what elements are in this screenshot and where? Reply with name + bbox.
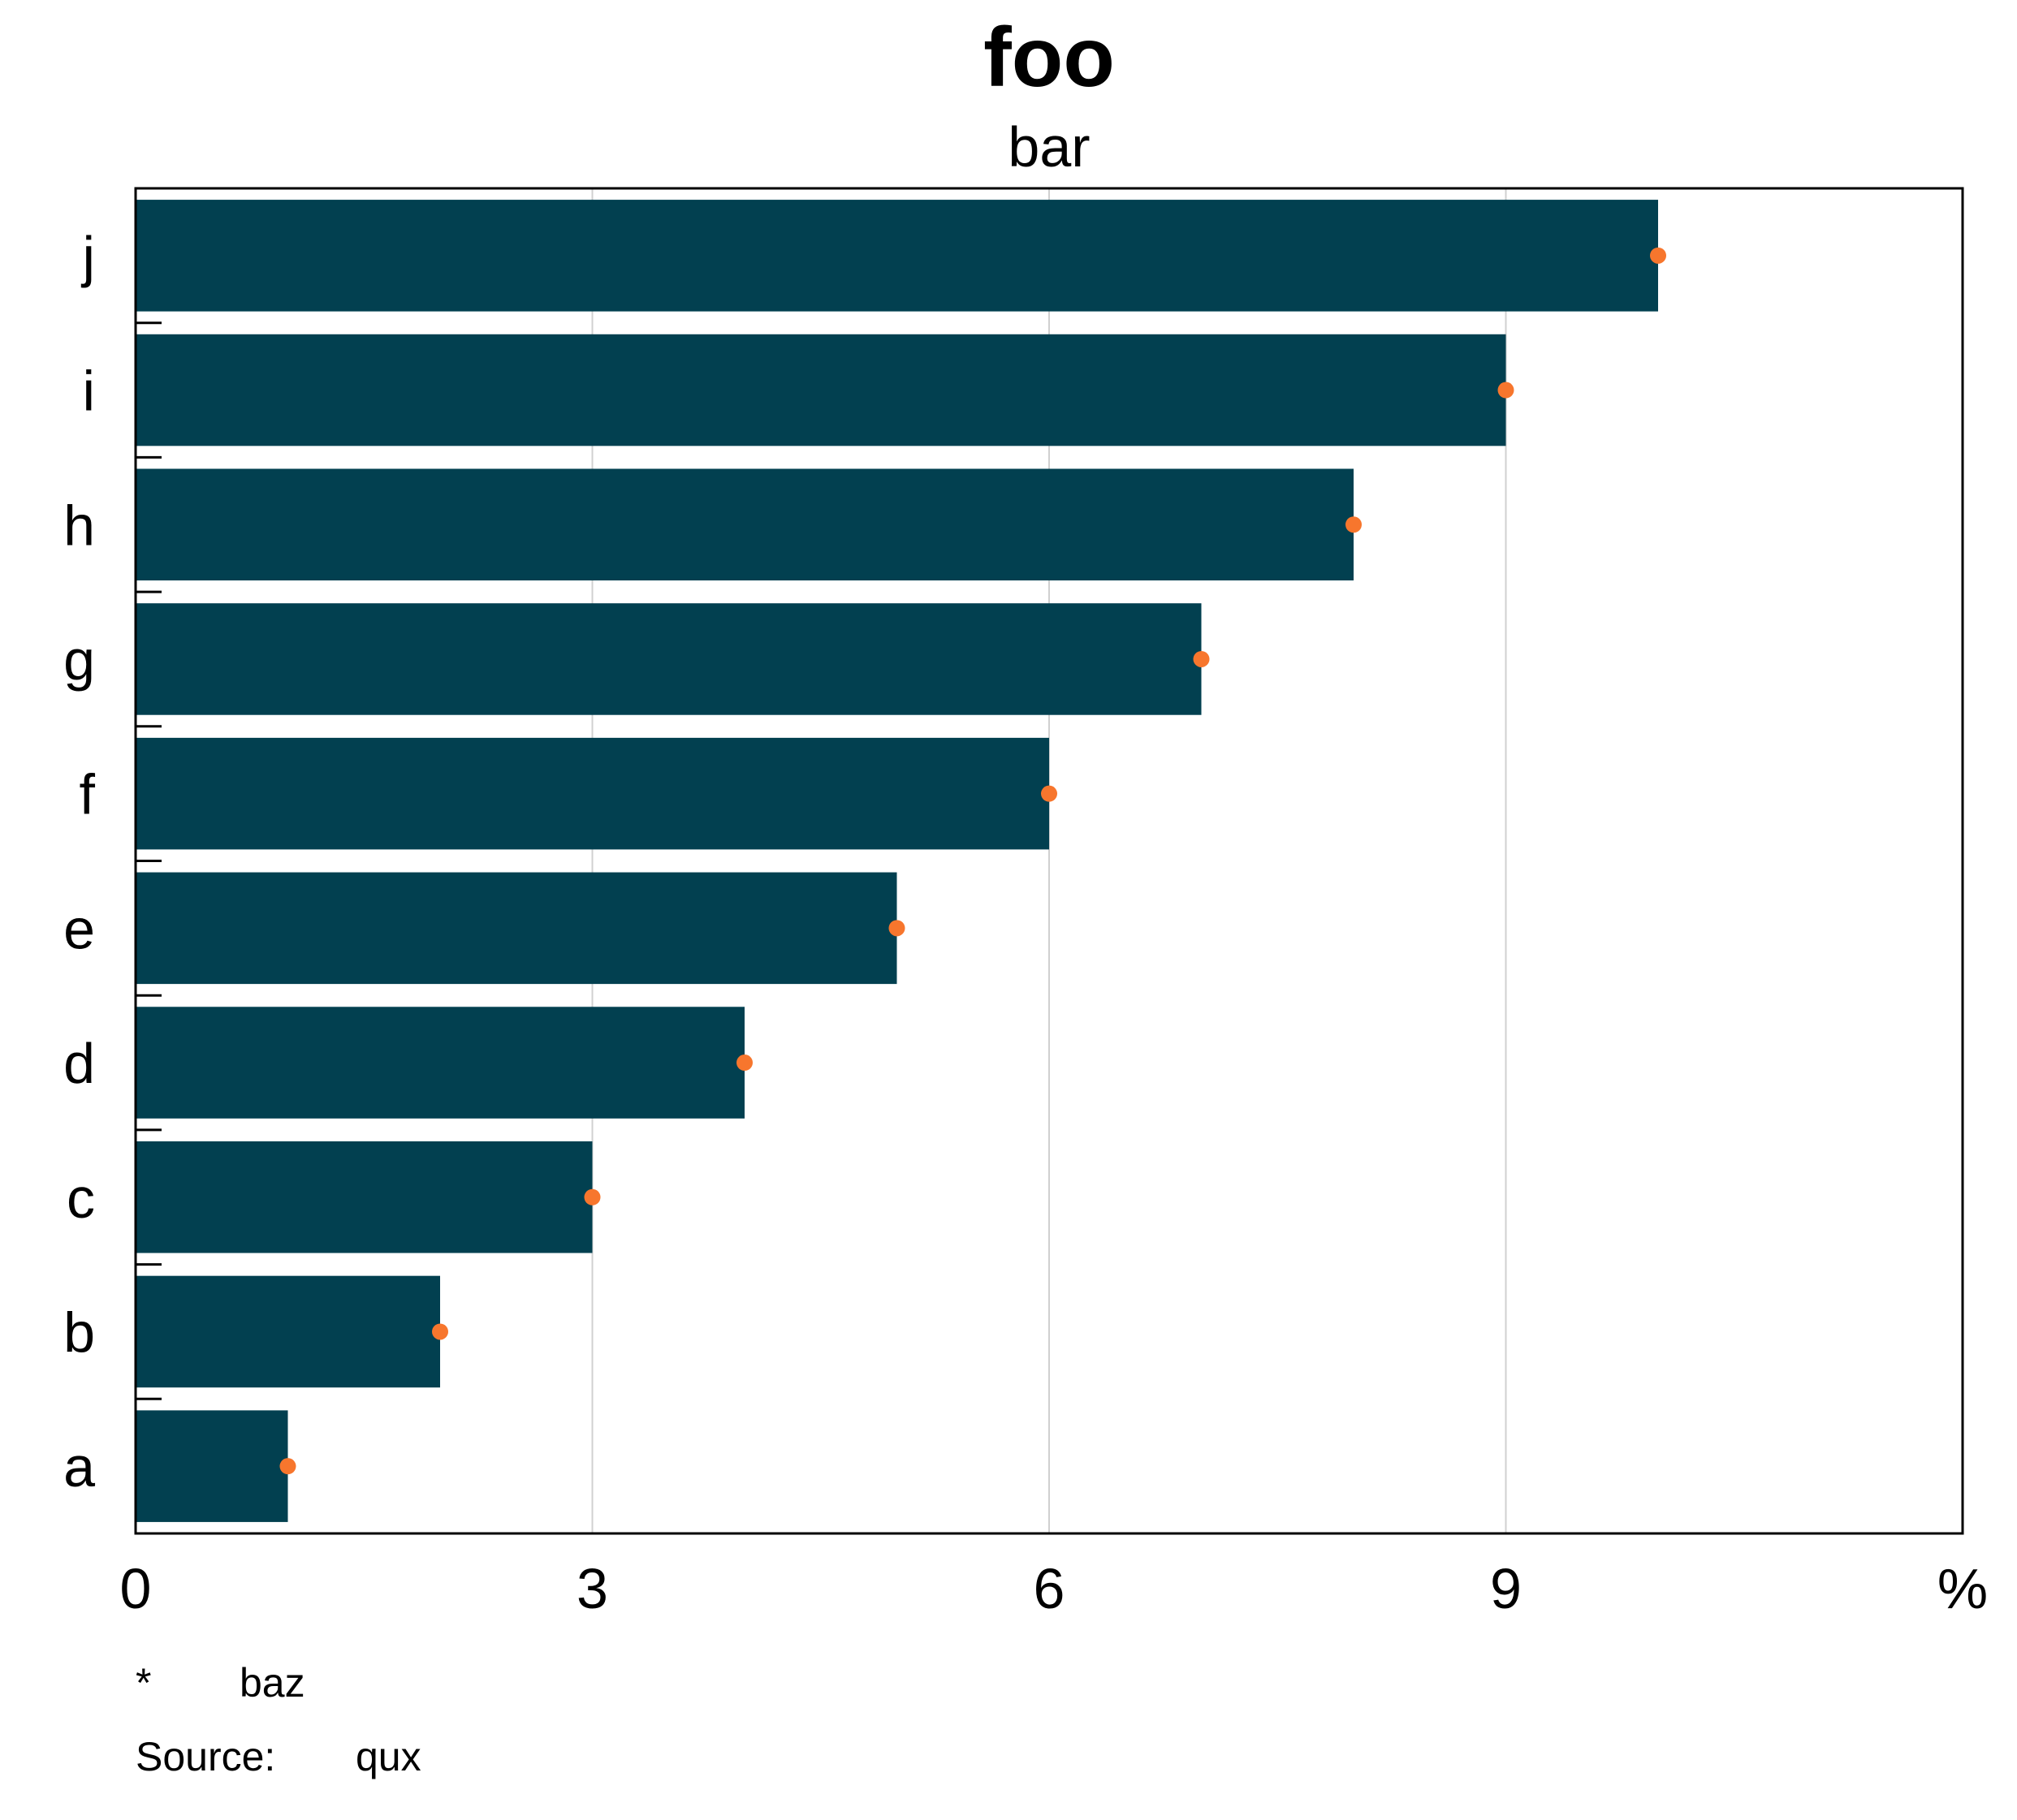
bar (136, 872, 897, 985)
bar (136, 1007, 745, 1119)
x-tick-label: 6 (1034, 1557, 1065, 1620)
bar (136, 1410, 288, 1522)
y-axis-labels: a b c d e f g h i j (63, 225, 95, 1499)
y-tick-label: c (67, 1167, 95, 1230)
bar (136, 737, 1049, 850)
x-tick-label: 9 (1490, 1557, 1522, 1620)
chart-subtitle: bar (1008, 115, 1090, 179)
bar (136, 1141, 593, 1253)
y-tick-label: e (63, 897, 95, 960)
y-tick-label: d (63, 1032, 95, 1095)
bar (136, 334, 1506, 446)
footnote-text: baz (240, 1660, 305, 1706)
dot (1497, 382, 1514, 399)
dot (736, 1054, 753, 1072)
x-tick-label: 0 (120, 1557, 152, 1620)
dot (432, 1323, 448, 1340)
chart-title: foo (983, 11, 1115, 105)
y-tick-label: f (80, 763, 96, 826)
y-tick-label: a (63, 1435, 95, 1499)
dot (888, 920, 905, 937)
source-label: Source: (136, 1734, 275, 1779)
source-text: qux (356, 1734, 421, 1779)
bars (136, 200, 1658, 1522)
bar (136, 1275, 440, 1388)
x-axis-labels: 0 3 6 9 (120, 1557, 1522, 1620)
bar (136, 468, 1354, 581)
dot (584, 1188, 601, 1205)
dot (279, 1458, 296, 1475)
dot (1650, 247, 1666, 264)
x-axis-unit: % (1937, 1557, 1988, 1620)
y-tick-label: i (82, 360, 95, 423)
y-axis-ticks (136, 321, 162, 1400)
bar (136, 603, 1202, 715)
dot (1041, 785, 1057, 802)
y-tick-label: j (80, 225, 95, 288)
y-tick-label: h (63, 494, 95, 557)
y-tick-label: b (63, 1300, 95, 1364)
x-tick-label: 3 (577, 1557, 608, 1620)
dots (279, 247, 1666, 1475)
footnote-marker: * (136, 1660, 151, 1706)
bar (136, 200, 1658, 312)
dot (1193, 650, 1210, 667)
y-tick-label: g (63, 628, 95, 692)
dot (1345, 516, 1362, 533)
plot-frame (134, 187, 1964, 1535)
